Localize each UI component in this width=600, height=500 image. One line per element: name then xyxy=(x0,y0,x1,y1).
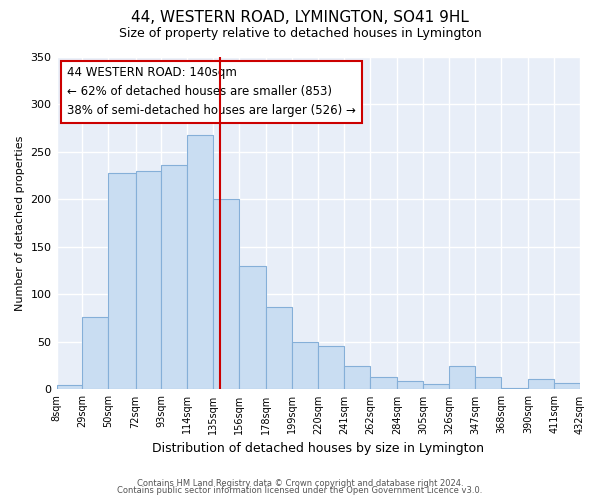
Bar xyxy=(136,170,161,390)
Y-axis label: Number of detached properties: Number of detached properties xyxy=(15,136,25,310)
Bar xyxy=(318,346,344,390)
Bar xyxy=(554,383,580,390)
Bar xyxy=(82,317,109,390)
Bar xyxy=(397,381,423,390)
Bar xyxy=(501,388,528,390)
Text: 44 WESTERN ROAD: 140sqm
← 62% of detached houses are smaller (853)
38% of semi-d: 44 WESTERN ROAD: 140sqm ← 62% of detache… xyxy=(67,66,356,118)
Text: Contains public sector information licensed under the Open Government Licence v3: Contains public sector information licen… xyxy=(118,486,482,495)
Text: Size of property relative to detached houses in Lymington: Size of property relative to detached ho… xyxy=(119,28,481,40)
Bar xyxy=(292,342,318,390)
Bar xyxy=(344,366,370,390)
X-axis label: Distribution of detached houses by size in Lymington: Distribution of detached houses by size … xyxy=(152,442,484,455)
Bar xyxy=(161,165,187,390)
Bar xyxy=(266,306,292,390)
Bar xyxy=(475,377,501,390)
Bar xyxy=(239,266,266,390)
Bar xyxy=(109,172,136,390)
Bar xyxy=(370,377,397,390)
Text: 44, WESTERN ROAD, LYMINGTON, SO41 9HL: 44, WESTERN ROAD, LYMINGTON, SO41 9HL xyxy=(131,10,469,25)
Bar xyxy=(56,384,82,390)
Bar xyxy=(423,384,449,390)
Bar xyxy=(187,134,214,390)
Bar xyxy=(449,366,475,390)
Bar xyxy=(528,379,554,390)
Bar xyxy=(214,199,239,390)
Text: Contains HM Land Registry data © Crown copyright and database right 2024.: Contains HM Land Registry data © Crown c… xyxy=(137,478,463,488)
